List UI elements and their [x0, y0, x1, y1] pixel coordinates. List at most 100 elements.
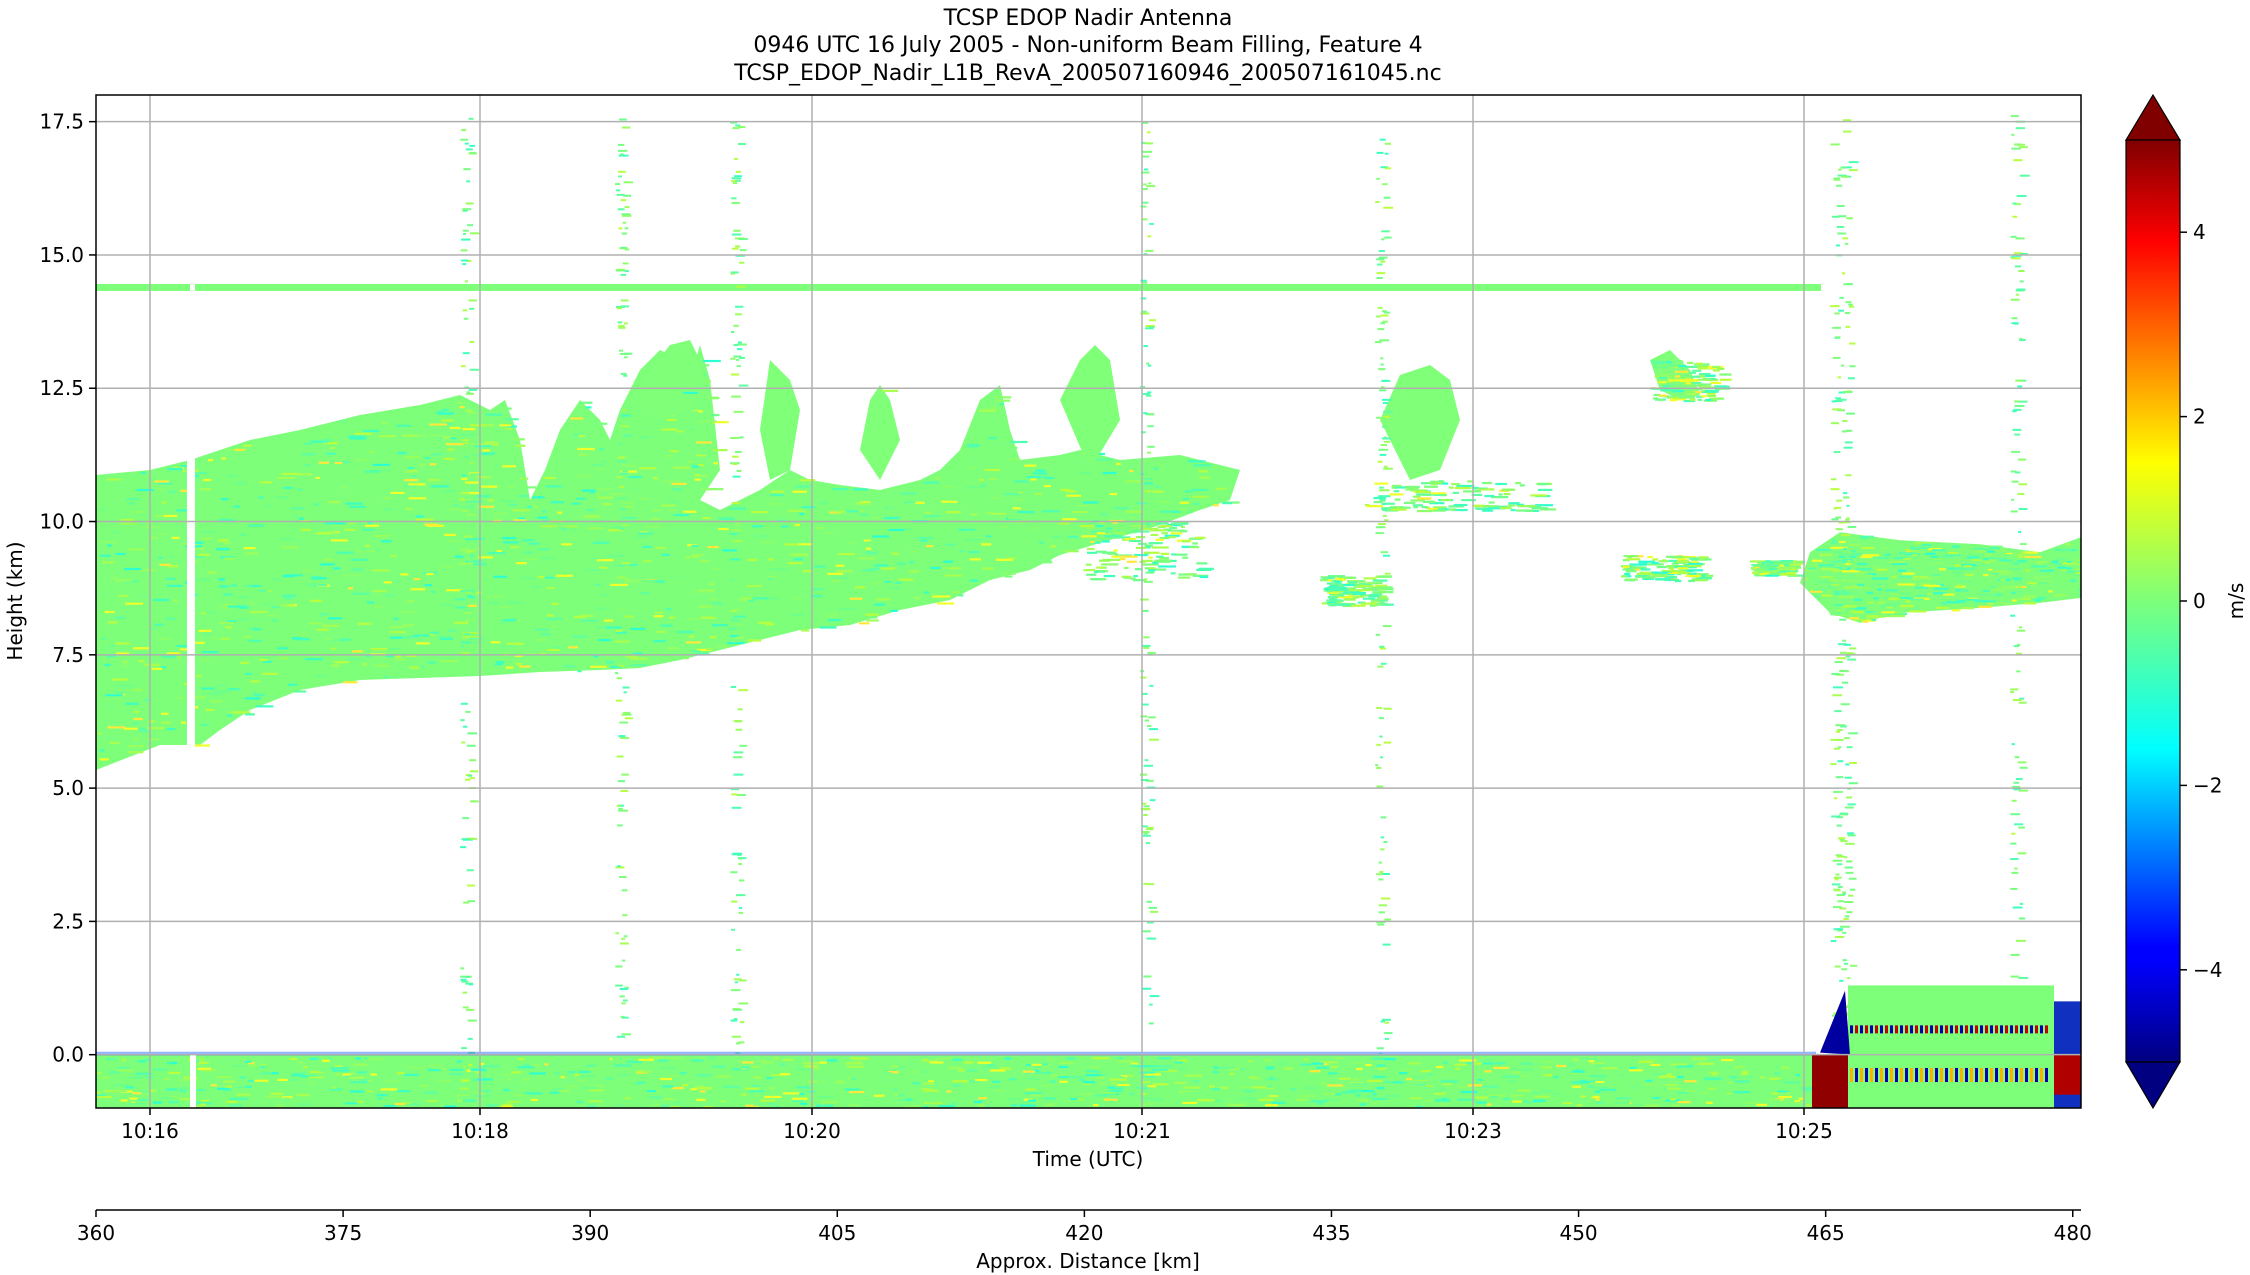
echo-texel: [1379, 595, 1388, 598]
echo-texel: [649, 513, 661, 516]
echo-texel: [1347, 1089, 1361, 1092]
echo-texel: [139, 595, 150, 598]
echo-texel: [200, 663, 214, 666]
echo-texel: [1244, 1090, 1254, 1093]
echo-texel: [1860, 571, 1868, 574]
noise-streak: [733, 355, 742, 358]
echo-texel: [994, 1089, 1002, 1092]
echo-texel: [984, 468, 1001, 472]
noise-streak: [1830, 613, 1840, 616]
echo-texel: [1676, 571, 1691, 575]
echo-texel: [1107, 552, 1118, 555]
echo-texel: [735, 1095, 744, 1098]
echo-texel: [1995, 555, 2007, 558]
noise-streak: [1149, 995, 1160, 998]
echo-texel: [1075, 461, 1085, 464]
echo-texel: [779, 1073, 791, 1076]
echo-texel: [540, 557, 556, 560]
noise-streak: [1378, 717, 1384, 720]
echo-texel: [248, 618, 263, 622]
echo-texel: [1439, 494, 1447, 497]
noise-streak: [1840, 812, 1849, 815]
echo-texel: [1372, 591, 1385, 594]
echo-texel: [780, 1063, 786, 1066]
echo-texel: [1680, 559, 1690, 563]
echo-texel: [1315, 1066, 1330, 1069]
noise-streak: [2018, 338, 2026, 341]
noise-streak: [1378, 250, 1386, 253]
echo-texel: [2035, 575, 2052, 578]
echo-texel: [1703, 1077, 1722, 1081]
echo-texel: [1379, 489, 1390, 492]
echo-texel: [1066, 1067, 1076, 1071]
echo-texel: [350, 558, 369, 561]
noise-streak: [1845, 655, 1851, 658]
echo-texel: [406, 1066, 414, 1069]
echo-texel: [2057, 566, 2067, 569]
echo-texel: [769, 568, 787, 571]
noise-streak: [2011, 317, 2018, 320]
echo-texel: [827, 619, 842, 622]
echo-texel: [591, 464, 603, 467]
echo-texel: [1915, 542, 1933, 545]
echo-texel: [599, 566, 608, 569]
echo-texel: [863, 539, 871, 542]
noise-streak: [1833, 451, 1841, 454]
echo-texel: [295, 473, 313, 476]
echo-texel: [96, 1095, 113, 1099]
echo-texel: [659, 1066, 677, 1070]
echo-texel: [1025, 1092, 1043, 1095]
echo-texel: [1456, 484, 1475, 488]
echo-texel: [392, 530, 404, 533]
echo-texel: [315, 532, 331, 535]
echo-texel: [325, 452, 337, 455]
echo-texel: [767, 577, 773, 580]
echo-texel: [1676, 389, 1694, 392]
noise-streak: [1843, 962, 1849, 965]
noise-streak: [1379, 602, 1385, 605]
echo-texel: [1935, 606, 1949, 609]
echo-texel: [469, 586, 482, 589]
echo-texel: [1667, 564, 1683, 568]
echo-texel: [153, 598, 170, 602]
noise-streak: [2013, 159, 2023, 162]
echo-texel: [322, 1059, 330, 1062]
echo-texel: [1990, 594, 1997, 598]
echo-texel: [384, 647, 401, 650]
echo-texel: [635, 1091, 645, 1094]
echo-texel: [793, 596, 802, 599]
echo-texel: [1571, 1081, 1590, 1084]
noise-streak: [2010, 813, 2021, 816]
noise-streak: [467, 224, 474, 227]
echo-texel: [1191, 488, 1208, 492]
echo-texel: [597, 488, 612, 491]
echo-texel: [356, 550, 365, 553]
echo-texel: [1711, 398, 1716, 401]
echo-texel: [471, 537, 485, 541]
echo-texel: [767, 492, 785, 495]
echo-texel: [1461, 499, 1476, 502]
noise-streak: [1836, 657, 1846, 660]
echo-texel: [1381, 507, 1398, 510]
echo-texel: [1410, 1097, 1423, 1100]
noise-streak: [1831, 478, 1837, 481]
echo-texel: [1966, 561, 1980, 565]
echo-texel: [2079, 581, 2081, 584]
echo-texel: [1382, 508, 1388, 512]
echo-texel: [1421, 506, 1428, 509]
colorbar-label: m/s: [2224, 583, 2248, 620]
echo-texel: [718, 525, 727, 528]
noise-streak: [1382, 943, 1391, 946]
echo-texel: [934, 1057, 953, 1060]
noise-streak: [1847, 834, 1856, 837]
echo-texel: [2065, 570, 2081, 573]
echo-texel: [1059, 1089, 1064, 1092]
echo-texel: [1842, 591, 1859, 595]
echo-texel: [400, 518, 413, 522]
echo-texel: [1050, 545, 1056, 548]
noise-streak: [1849, 888, 1856, 891]
echo-texel: [621, 464, 636, 467]
noise-streak: [2014, 867, 2018, 870]
colorbar-extend-bottom: [2124, 1061, 2182, 1110]
echo-texel: [238, 596, 249, 599]
